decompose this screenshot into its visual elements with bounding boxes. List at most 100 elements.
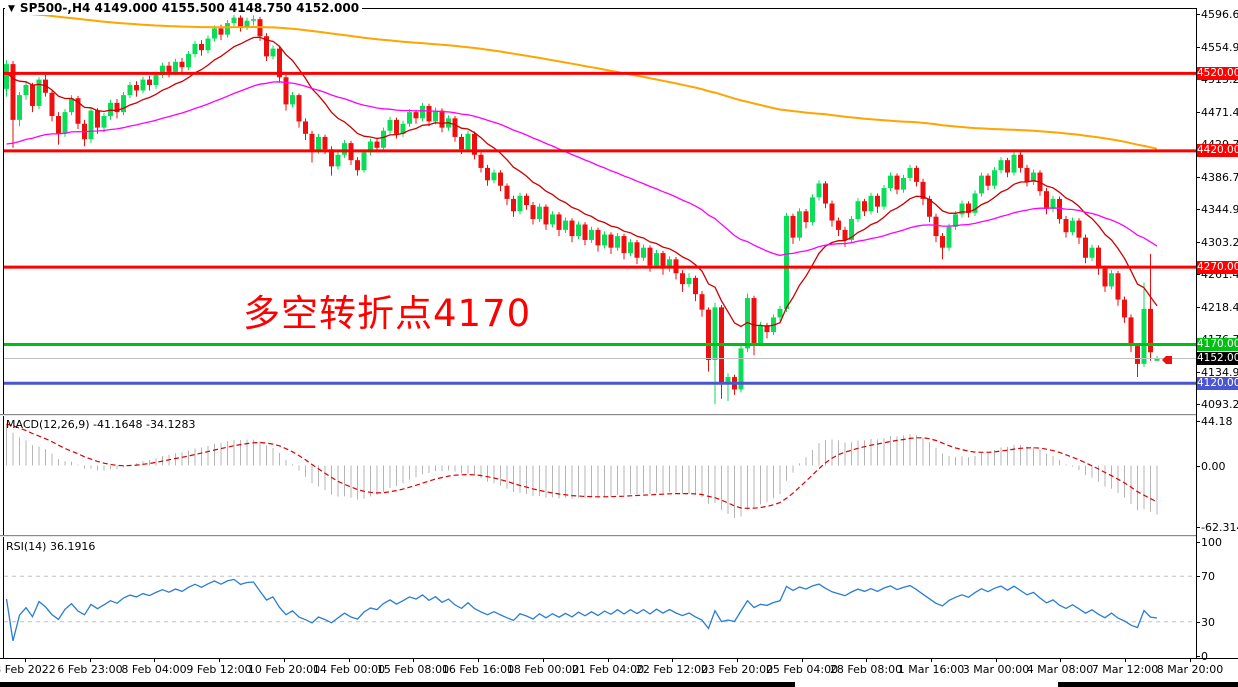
time-tick-label: 18 Feb 00:00 xyxy=(506,663,580,676)
time-tick-label: 16 Feb 16:00 xyxy=(441,663,515,676)
time-tick-mark xyxy=(1125,658,1126,662)
price-marker-icon xyxy=(1162,356,1172,364)
axis-tick-mark xyxy=(1196,622,1200,623)
time-tick-mark xyxy=(154,658,155,662)
time-tick-label: 21 Feb 04:00 xyxy=(571,663,645,676)
price-badge-4120.000: 4120.000 xyxy=(1197,376,1238,390)
time-tick-mark xyxy=(25,658,26,662)
chart-title: ▼ SP500-,H4 4149.000 4155.500 4148.750 41… xyxy=(5,1,363,15)
ma-line-fast xyxy=(6,36,1158,328)
rsi-tick-label: 30 xyxy=(1201,616,1215,629)
time-tick-label: 4 Mar 08:00 xyxy=(1026,663,1094,676)
time-tick-mark xyxy=(866,658,867,662)
rsi-tick-label: 100 xyxy=(1201,536,1222,549)
price-badge-4270.000: 4270.000 xyxy=(1197,260,1238,274)
time-tick-mark xyxy=(1190,658,1191,662)
time-tick-mark xyxy=(90,658,91,662)
ma-line-medium xyxy=(6,81,1158,257)
macd-histogram xyxy=(6,424,1158,519)
axis-divider-vertical xyxy=(1196,8,1197,658)
axis-tick-mark xyxy=(1196,14,1200,15)
time-tick-label: 23 Feb 20:00 xyxy=(700,663,774,676)
axis-tick-mark xyxy=(1196,111,1200,113)
time-tick-label: 14 Feb 00:00 xyxy=(312,663,386,676)
time-tick-label: 28 Feb 08:00 xyxy=(829,663,903,676)
time-tick-mark xyxy=(608,658,609,662)
axis-tick-mark xyxy=(1196,542,1200,543)
macd-tick-label: 44.18 xyxy=(1201,415,1233,428)
price-badge-4520.000: 4520.000 xyxy=(1197,66,1238,80)
axis-tick-mark xyxy=(1196,46,1200,48)
frame-top xyxy=(3,8,1197,9)
annotation-text: 多空转折点4170 xyxy=(243,292,532,335)
axis-tick-mark xyxy=(1196,404,1200,405)
price-tick-label: 4596.695 xyxy=(1201,8,1238,21)
ma-line-slow xyxy=(6,10,1158,150)
rsi-tick-label: 0 xyxy=(1201,650,1208,663)
time-tick-label: 22 Feb 12:00 xyxy=(635,663,709,676)
price-tick-label: 4093.225 xyxy=(1201,398,1238,411)
price-tick-label: 4386.705 xyxy=(1201,170,1238,184)
axis-tick-mark xyxy=(1196,656,1200,657)
rsi-indicator-label: RSI(14) 36.1916 xyxy=(6,540,96,553)
time-tick-mark xyxy=(284,658,285,662)
axis-tick-mark xyxy=(1196,421,1200,422)
time-axis-line xyxy=(0,658,1238,659)
axis-tick-mark xyxy=(1196,274,1200,275)
panel-separator-macd[interactable] xyxy=(0,414,1196,416)
axis-tick-mark xyxy=(1196,576,1200,577)
frame-left xyxy=(3,8,4,658)
time-tick-mark xyxy=(672,658,673,662)
axis-tick-mark xyxy=(1196,527,1200,528)
macd-signal-line xyxy=(6,423,1158,509)
price-badge-4420.000: 4420.000 xyxy=(1197,144,1238,158)
time-tick-mark xyxy=(413,658,414,662)
time-tick-mark xyxy=(996,658,997,662)
panel-separator-rsi[interactable] xyxy=(0,535,1196,537)
time-tick-label: 6 Feb 23:00 xyxy=(57,663,123,676)
time-tick-label: 3 Feb 2022 xyxy=(0,663,56,676)
rsi-tick-label: 70 xyxy=(1201,570,1215,583)
chart-title-text: SP500-,H4 4149.000 4155.500 4148.750 415… xyxy=(19,1,360,15)
time-tick-mark xyxy=(349,658,350,662)
bottom-bar-gap xyxy=(795,682,1058,687)
time-tick-mark xyxy=(543,658,544,662)
time-tick-mark xyxy=(737,658,738,662)
price-tick-label: 4554.950 xyxy=(1201,40,1238,54)
macd-tick-label: 0.00 xyxy=(1201,460,1226,473)
axis-tick-mark xyxy=(1196,176,1200,178)
axis-tick-mark xyxy=(1196,466,1200,467)
time-tick-label: 15 Feb 08:00 xyxy=(376,663,450,676)
price-badge-4170.000: 4170.000 xyxy=(1197,338,1238,352)
time-tick-label: 8 Feb 04:00 xyxy=(121,663,187,676)
time-tick-label: 9 Feb 12:00 xyxy=(186,663,252,676)
time-tick-label: 8 Mar 20:00 xyxy=(1156,663,1224,676)
macd-tick-label: -62.3141 xyxy=(1201,521,1238,534)
time-tick-mark xyxy=(802,658,803,662)
time-tick-label: 10 Feb 20:00 xyxy=(247,663,321,676)
time-tick-label: 25 Feb 04:00 xyxy=(765,663,839,676)
price-tick-label: 4134.970 xyxy=(1201,365,1238,379)
rsi-line xyxy=(5,578,1158,642)
price-tick-label: 4303.215 xyxy=(1201,235,1238,249)
symbol-dropdown-icon[interactable]: ▼ xyxy=(8,4,15,14)
axis-tick-mark xyxy=(1196,241,1200,243)
time-tick-mark xyxy=(1060,658,1061,662)
price-tick-label: 4471.460 xyxy=(1201,105,1238,119)
axis-tick-mark xyxy=(1196,371,1200,373)
time-tick-label: 1 Mar 16:00 xyxy=(897,663,965,676)
time-tick-mark xyxy=(478,658,479,662)
axis-tick-mark xyxy=(1196,209,1200,210)
time-tick-label: 7 Mar 12:00 xyxy=(1091,663,1159,676)
time-tick-mark xyxy=(931,658,932,662)
price-tick-label: 4344.960 xyxy=(1201,203,1238,216)
bottom-bar xyxy=(0,682,1238,687)
macd-indicator-label: MACD(12,26,9) -41.1648 -34.1283 xyxy=(6,418,196,431)
current-price-badge: 4152.000 xyxy=(1197,351,1238,365)
time-tick-label: 3 Mar 00:00 xyxy=(962,663,1030,676)
time-tick-mark xyxy=(219,658,220,662)
price-tick-label: 4218.460 xyxy=(1201,300,1238,314)
axis-tick-mark xyxy=(1196,306,1200,308)
